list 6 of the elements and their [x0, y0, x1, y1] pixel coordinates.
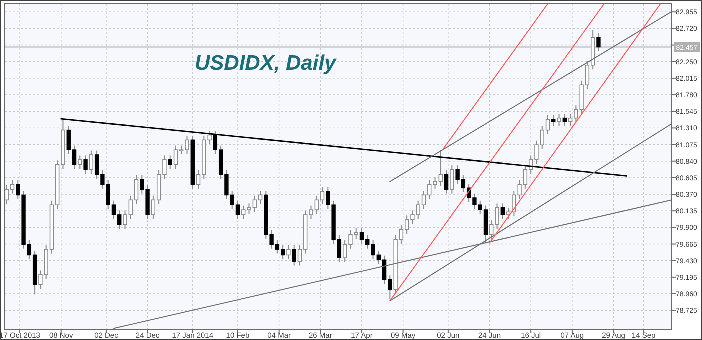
- candlestick: [450, 165, 454, 194]
- text: USDIDX, Daily: [195, 52, 338, 75]
- candlestick: [78, 155, 82, 170]
- candlestick: [89, 150, 94, 175]
- candlestick: [557, 114, 562, 127]
- candlestick: [286, 244, 291, 260]
